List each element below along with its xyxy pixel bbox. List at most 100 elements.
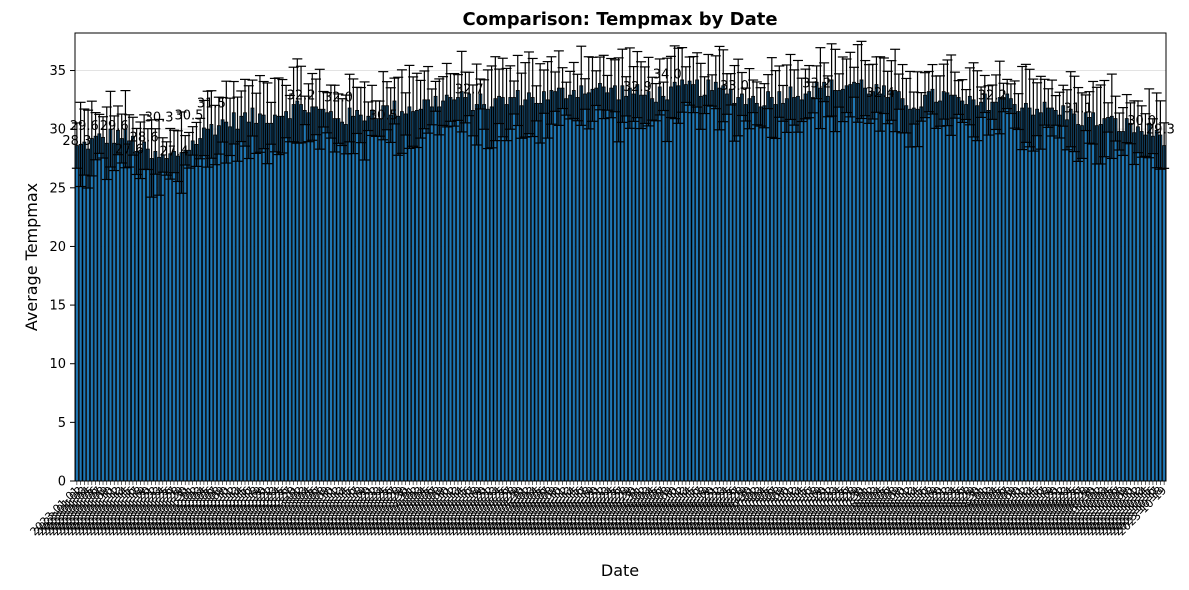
bar: [459, 91, 464, 482]
bar: [1143, 134, 1148, 482]
bar: [314, 106, 318, 482]
bar: [306, 112, 311, 482]
bar: [687, 80, 692, 482]
bar: [497, 95, 501, 482]
bar: [500, 97, 505, 482]
bar: [463, 97, 468, 482]
bar: [650, 98, 655, 482]
bar: [414, 110, 419, 482]
y-tick-label: 5: [58, 416, 66, 431]
bar-data-label: 30.0: [1127, 114, 1156, 129]
y-tick-label: 30: [49, 123, 66, 138]
bar: [1016, 111, 1021, 482]
bar: [157, 156, 161, 482]
errorbar-layer: [71, 40, 1170, 198]
bar: [1106, 117, 1110, 482]
bar: [1117, 131, 1122, 482]
bar: [669, 86, 673, 482]
bar: [456, 97, 460, 482]
bar-data-label: 32.2: [287, 88, 316, 103]
bar: [239, 115, 244, 482]
bar: [433, 95, 438, 482]
bar: [343, 124, 348, 482]
bar: [911, 107, 916, 482]
bar: [205, 128, 210, 482]
bar: [474, 104, 479, 482]
x-axis-label: Date: [601, 561, 639, 580]
bar: [400, 111, 404, 482]
bar: [448, 97, 453, 482]
bar: [295, 100, 300, 482]
bar: [1151, 135, 1155, 482]
bar: [1098, 124, 1103, 482]
bar: [119, 138, 124, 482]
bar: [209, 124, 214, 482]
bar: [736, 97, 741, 482]
bar: [276, 115, 281, 482]
bar: [265, 122, 270, 482]
bar: [534, 102, 539, 482]
y-tick-label: 20: [49, 240, 66, 255]
bar: [254, 122, 259, 482]
bar: [1091, 112, 1096, 482]
bar: [145, 148, 150, 482]
bar-data-label: 28.3: [62, 134, 91, 149]
bar: [187, 149, 191, 482]
bar: [695, 79, 699, 482]
bar: [799, 99, 804, 482]
bar: [1050, 107, 1054, 482]
bar: [598, 83, 602, 482]
bar: [1109, 115, 1114, 482]
bar: [825, 95, 830, 482]
bar: [784, 98, 789, 482]
bar: [422, 99, 427, 482]
bar: [444, 94, 449, 482]
bar: [717, 87, 722, 482]
bar: [93, 135, 98, 482]
bar: [844, 85, 849, 482]
bar: [138, 149, 143, 482]
bar-data-label: 30.3: [145, 111, 174, 126]
bar: [754, 102, 759, 482]
bar: [982, 93, 987, 482]
bar: [160, 154, 165, 482]
bar: [523, 99, 528, 482]
bar: [781, 102, 785, 482]
bar: [560, 87, 565, 482]
bar: [287, 118, 292, 482]
bar: [1147, 122, 1152, 482]
bar: [896, 91, 901, 482]
bar-layer: [74, 79, 1167, 482]
bar: [885, 97, 890, 482]
bar: [542, 91, 546, 482]
bar: [355, 110, 359, 482]
bar: [1035, 108, 1039, 482]
bar: [280, 115, 285, 482]
bar: [332, 118, 337, 482]
bar: [680, 79, 685, 482]
bar: [676, 85, 681, 482]
y-axis-label: Average Tempmax: [22, 183, 41, 331]
y-tick-label: 35: [49, 64, 66, 79]
bar: [228, 126, 232, 482]
bar: [683, 84, 688, 482]
bar: [538, 102, 543, 482]
bar: [874, 84, 879, 482]
bar: [86, 148, 90, 482]
bar: [317, 108, 322, 482]
bar: [1128, 122, 1133, 482]
bar: [986, 110, 991, 482]
bar: [635, 84, 640, 482]
bar: [1121, 131, 1125, 482]
bar-data-label: 30.5: [369, 108, 398, 123]
bar: [101, 136, 105, 482]
bar: [74, 145, 79, 482]
bar: [1031, 114, 1036, 482]
bar: [485, 108, 490, 482]
bar: [994, 101, 998, 482]
bar: [358, 114, 363, 482]
bar: [814, 81, 819, 482]
bar: [594, 87, 599, 482]
bar: [381, 105, 386, 482]
bar: [441, 100, 445, 482]
